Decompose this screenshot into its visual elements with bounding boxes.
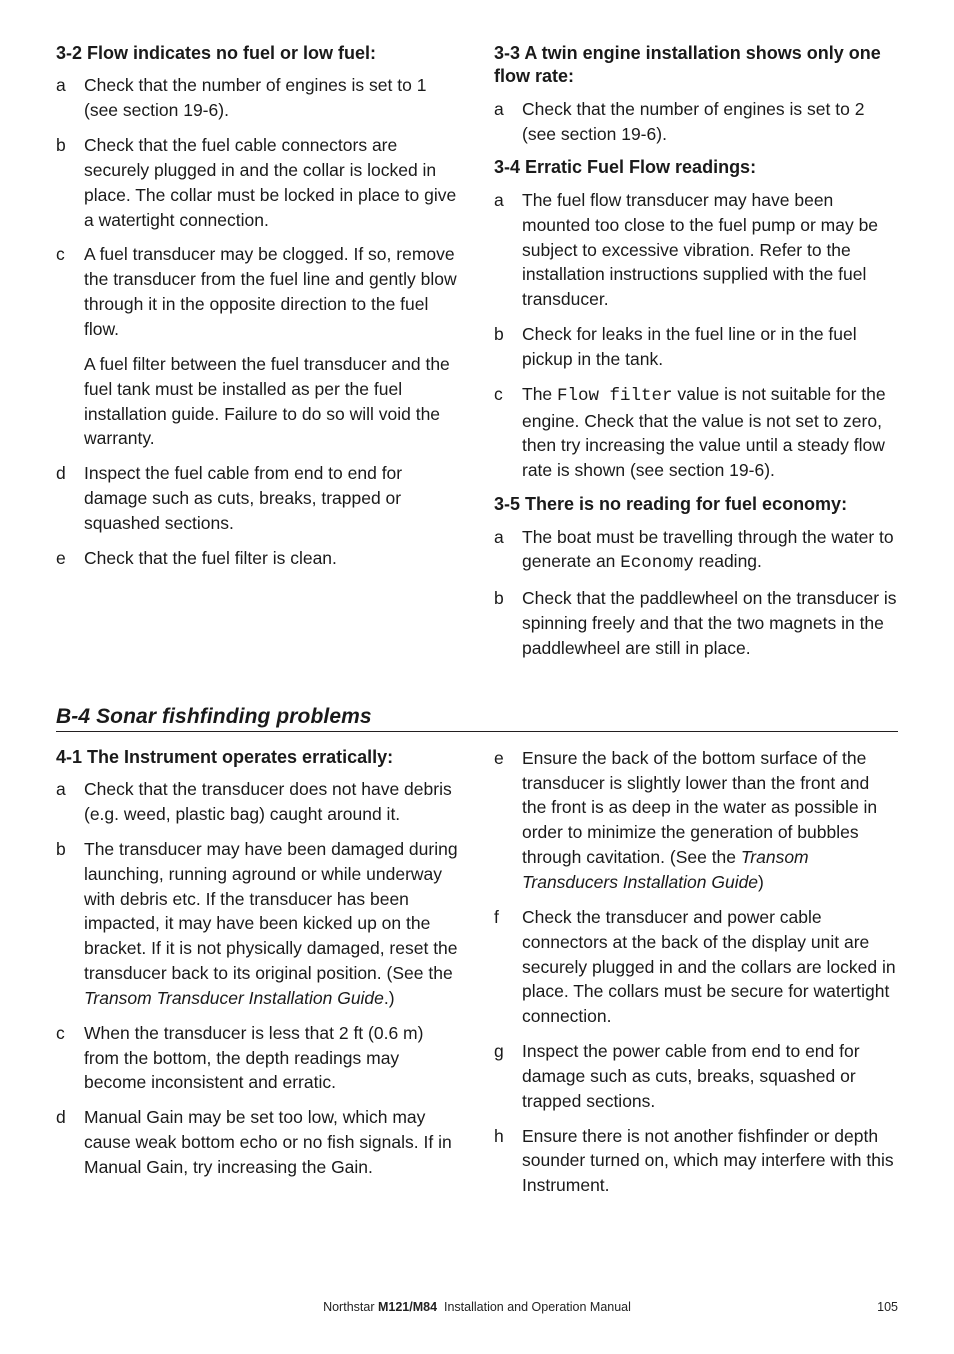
list-marker: c [56, 1021, 84, 1096]
list-marker: g [494, 1039, 522, 1114]
list-item-text: The transducer may have been damaged dur… [84, 837, 460, 1011]
list-item: bCheck that the paddlewheel on the trans… [494, 586, 898, 661]
list-item-body: A fuel transducer may be clogged. If so,… [84, 242, 460, 451]
top-left-col: 3-2 Flow indicates no fuel or low fuel: … [56, 42, 460, 671]
list-item: gInspect the power cable from end to end… [494, 1039, 898, 1114]
list-item-text: Check that the number of engines is set … [84, 73, 460, 123]
list-item-body: When the transducer is less that 2 ft (0… [84, 1021, 460, 1096]
list-item-text: Inspect the fuel cable from end to end f… [84, 461, 460, 536]
footer-suffix: Installation and Operation Manual [444, 1300, 631, 1314]
heading-3-4: 3-4 Erratic Fuel Flow readings: [494, 156, 898, 179]
list-marker: c [56, 242, 84, 451]
list-item-body: Manual Gain may be set too low, which ma… [84, 1105, 460, 1180]
list-item: cA fuel transducer may be clogged. If so… [56, 242, 460, 451]
list-marker: d [56, 461, 84, 536]
list-item: aCheck that the number of engines is set… [494, 97, 898, 147]
list-item-text: A fuel transducer may be clogged. If so,… [84, 242, 460, 341]
list-item-text: A fuel filter between the fuel transduce… [84, 352, 460, 451]
list-item: dInspect the fuel cable from end to end … [56, 461, 460, 536]
list-item-text: The Flow filter value is not suitable fo… [522, 382, 898, 483]
top-columns: 3-2 Flow indicates no fuel or low fuel: … [56, 42, 898, 671]
list-marker: a [56, 777, 84, 827]
list-item: aThe fuel flow transducer may have been … [494, 188, 898, 312]
footer-text: Northstar M121/M84 Installation and Oper… [96, 1300, 858, 1314]
footer-page-number: 105 [858, 1300, 898, 1314]
list-item: fCheck the transducer and power cable co… [494, 905, 898, 1029]
list-item-body: Inspect the fuel cable from end to end f… [84, 461, 460, 536]
list-item-body: Ensure the back of the bottom surface of… [522, 746, 898, 895]
bottom-right-col: eEnsure the back of the bottom surface o… [494, 746, 898, 1208]
list-item: dManual Gain may be set too low, which m… [56, 1105, 460, 1180]
list-item: cThe Flow filter value is not suitable f… [494, 382, 898, 483]
list-item: hEnsure there is not another fishfinder … [494, 1124, 898, 1199]
list-marker: c [494, 382, 522, 483]
list-item: cWhen the transducer is less that 2 ft (… [56, 1021, 460, 1096]
list-item: bCheck for leaks in the fuel line or in … [494, 322, 898, 372]
heading-4-1: 4-1 The Instrument operates erratically: [56, 746, 460, 769]
list-marker: d [56, 1105, 84, 1180]
list-item-text: The fuel flow transducer may have been m… [522, 188, 898, 312]
footer-brand: Northstar [323, 1300, 374, 1314]
list-item: eCheck that the fuel filter is clean. [56, 546, 460, 571]
list-item-text: Check that the fuel cable connectors are… [84, 133, 460, 232]
list-marker: a [494, 525, 522, 577]
list-item-body: Check that the fuel cable connectors are… [84, 133, 460, 232]
list-item: eEnsure the back of the bottom surface o… [494, 746, 898, 895]
list-item: aCheck that the transducer does not have… [56, 777, 460, 827]
list-item-body: Check that the number of engines is set … [522, 97, 898, 147]
list-item-text: Check that the fuel filter is clean. [84, 546, 460, 571]
list-marker: a [494, 97, 522, 147]
list-item-text: When the transducer is less that 2 ft (0… [84, 1021, 460, 1096]
list-item-body: Check that the fuel filter is clean. [84, 546, 460, 571]
list-item-text: Check for leaks in the fuel line or in t… [522, 322, 898, 372]
list-marker: b [494, 586, 522, 661]
list-item-text: Ensure there is not another fishfinder o… [522, 1124, 898, 1199]
list-item: aCheck that the number of engines is set… [56, 73, 460, 123]
list-marker: e [56, 546, 84, 571]
footer-model: M121/M84 [378, 1300, 437, 1314]
bottom-left-col: 4-1 The Instrument operates erratically:… [56, 746, 460, 1208]
heading-3-2: 3-2 Flow indicates no fuel or low fuel: [56, 42, 460, 65]
list-item-body: Inspect the power cable from end to end … [522, 1039, 898, 1114]
list-item-body: Check that the transducer does not have … [84, 777, 460, 827]
top-right-col: 3-3 A twin engine installation shows onl… [494, 42, 898, 671]
list-item: aThe boat must be travelling through the… [494, 525, 898, 577]
list-item-text: Check that the paddlewheel on the transd… [522, 586, 898, 661]
list-item-body: Check that the paddlewheel on the transd… [522, 586, 898, 661]
list-item-body: Check that the number of engines is set … [84, 73, 460, 123]
bottom-columns: 4-1 The Instrument operates erratically:… [56, 746, 898, 1208]
list-marker: b [56, 837, 84, 1011]
list-marker: e [494, 746, 522, 895]
list-item-body: The fuel flow transducer may have been m… [522, 188, 898, 312]
list-item-body: Check the transducer and power cable con… [522, 905, 898, 1029]
list-marker: a [56, 73, 84, 123]
list-marker: a [494, 188, 522, 312]
list-item-body: Ensure there is not another fishfinder o… [522, 1124, 898, 1199]
list-item-text: Check that the number of engines is set … [522, 97, 898, 147]
list-item-text: Manual Gain may be set too low, which ma… [84, 1105, 460, 1180]
page-footer: Northstar M121/M84 Installation and Oper… [0, 1300, 954, 1314]
list-item-body: The boat must be travelling through the … [522, 525, 898, 577]
list-item-text: Inspect the power cable from end to end … [522, 1039, 898, 1114]
heading-3-3: 3-3 A twin engine installation shows onl… [494, 42, 898, 89]
list-item-body: The transducer may have been damaged dur… [84, 837, 460, 1011]
list-marker: h [494, 1124, 522, 1199]
list-item-text: Check that the transducer does not have … [84, 777, 460, 827]
list-item-body: Check for leaks in the fuel line or in t… [522, 322, 898, 372]
list-marker: b [494, 322, 522, 372]
section-title-b4: B-4 Sonar fishfinding problems [56, 705, 898, 729]
list-item-text: Ensure the back of the bottom surface of… [522, 746, 898, 895]
list-marker: f [494, 905, 522, 1029]
section-rule [56, 731, 898, 732]
list-item-text: Check the transducer and power cable con… [522, 905, 898, 1029]
list-item-text: The boat must be travelling through the … [522, 525, 898, 577]
list-item: bThe transducer may have been damaged du… [56, 837, 460, 1011]
heading-3-5: 3-5 There is no reading for fuel economy… [494, 493, 898, 516]
list-marker: b [56, 133, 84, 232]
list-item: bCheck that the fuel cable connectors ar… [56, 133, 460, 232]
list-item-body: The Flow filter value is not suitable fo… [522, 382, 898, 483]
